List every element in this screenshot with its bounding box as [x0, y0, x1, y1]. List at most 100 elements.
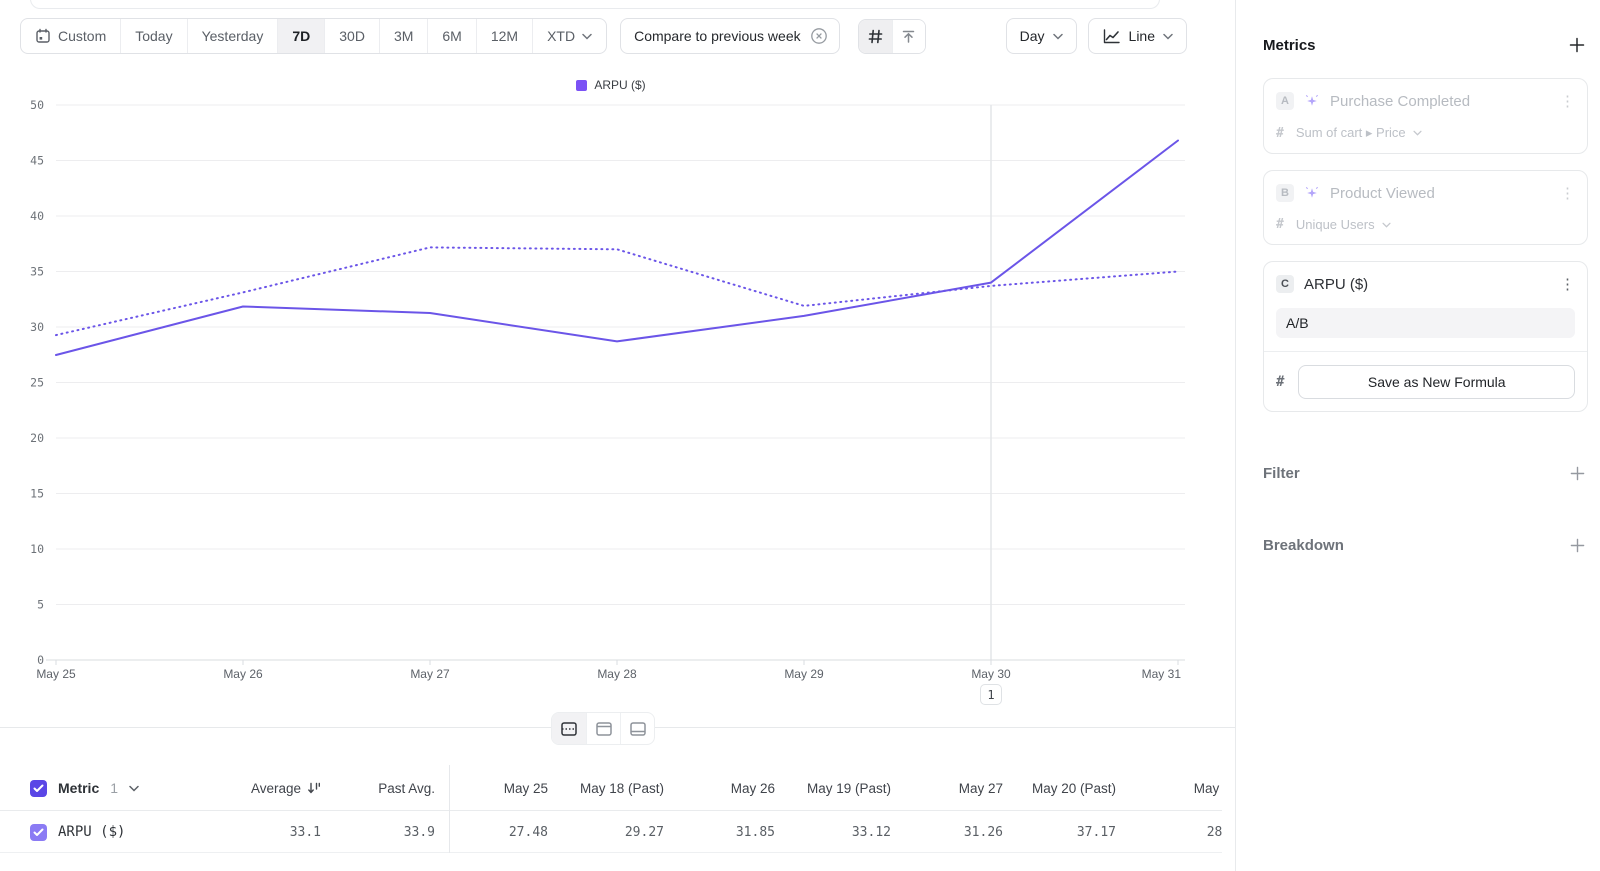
event-sparkle-icon — [1304, 93, 1320, 109]
column-header-7[interactable]: May 20 (Past) — [1031, 780, 1116, 796]
svg-text:5: 5 — [37, 598, 44, 612]
results-table: Metric 1 Average Past Avg. May 25 May 18 (P… — [0, 765, 1222, 853]
line-chart-icon — [1102, 28, 1121, 45]
compare-label: Compare to previous week — [634, 28, 801, 44]
layout-toggle-group — [551, 712, 655, 745]
column-header-6[interactable]: May 27 — [958, 780, 1003, 796]
calendar-icon — [35, 28, 51, 44]
compare-chip[interactable]: Compare to previous week — [620, 18, 840, 54]
legend-label: ARPU ($) — [594, 78, 646, 92]
chart-legend: ARPU ($) — [0, 78, 1222, 92]
column-header-1[interactable]: Past Avg. — [335, 765, 450, 811]
legend-item-arpu[interactable]: ARPU ($) — [576, 78, 646, 92]
card-divider — [1264, 351, 1587, 352]
measurement-value: Unique Users — [1295, 217, 1375, 232]
measurement-dropdown[interactable]: # Unique Users — [1276, 217, 1575, 232]
arrow-to-top-icon — [900, 28, 917, 45]
metric-menu-icon[interactable]: ⋮ — [1560, 92, 1575, 110]
metric-letter-badge: C — [1276, 275, 1294, 293]
number-icon: # — [1276, 374, 1285, 390]
value-cell: 29.27 — [624, 824, 664, 840]
range-button-30d[interactable]: 30D — [325, 19, 380, 53]
arpu-line-chart: 0 5 10 15 20 25 30 35 40 45 50 May 25 May 26 May 27 Ma… — [30, 98, 1185, 681]
svg-text:40: 40 — [30, 209, 44, 223]
table-header-row: Metric 1 Average Past Avg. May 25 May 18 (P… — [0, 765, 1222, 811]
svg-text:May 27: May 27 — [410, 667, 450, 681]
range-button-6m[interactable]: 6M — [428, 19, 477, 53]
value-display-toggle — [857, 18, 926, 54]
column-header-2[interactable]: May 25 — [503, 780, 548, 796]
svg-text:May 31: May 31 — [1142, 667, 1182, 681]
svg-text:20: 20 — [30, 431, 44, 445]
chevron-down-icon — [1413, 130, 1422, 136]
row-checkbox[interactable] — [30, 823, 47, 841]
metric-count: 1 — [110, 780, 119, 796]
chevron-down-icon — [582, 33, 592, 40]
svg-text:25: 25 — [30, 376, 44, 390]
metric-menu-icon[interactable]: ⋮ — [1560, 184, 1575, 202]
metrics-title: Metrics — [1263, 36, 1316, 54]
svg-text:May 25: May 25 — [36, 667, 76, 681]
range-button-xtd[interactable]: XTD — [533, 19, 606, 53]
range-button-3m[interactable]: 3M — [380, 19, 429, 53]
metric-letter-badge: B — [1276, 184, 1294, 202]
measurement-value: Sum of cart ▸ Price — [1295, 125, 1406, 140]
metrics-header: Metrics — [1263, 34, 1588, 56]
column-header-3[interactable]: May 18 (Past) — [579, 780, 664, 796]
svg-text:10: 10 — [30, 542, 44, 556]
chevron-down-icon — [1382, 222, 1391, 228]
svg-text:May 30: May 30 — [971, 667, 1011, 681]
annotation-badge[interactable]: 1 — [980, 684, 1002, 705]
breakdown-title: Breakdown — [1263, 536, 1344, 554]
svg-text:35: 35 — [30, 265, 44, 279]
metric-letter-badge: A — [1276, 92, 1294, 110]
metric-menu-icon[interactable]: ⋮ — [1560, 275, 1575, 293]
add-filter-button[interactable] — [1566, 462, 1588, 484]
measurement-dropdown[interactable]: # Sum of cart ▸ Price — [1276, 125, 1575, 141]
report-pane: Custom Today Yesterday 7D 30D 3M 6M 12M XTD Comp… — [0, 0, 1236, 871]
row-metric-name: ARPU ($) — [58, 824, 126, 840]
granularity-dropdown[interactable]: Day — [1005, 18, 1077, 54]
column-header-5[interactable]: May 19 (Past) — [806, 780, 891, 796]
pull-up-toggle[interactable] — [891, 19, 925, 53]
row-metric-cell: ARPU ($) — [0, 823, 230, 841]
hash-grid-icon — [867, 28, 884, 45]
chevron-down-icon — [1163, 33, 1173, 40]
value-cell: 31.85 — [735, 824, 775, 840]
filter-section: Filter — [1263, 462, 1588, 484]
metric-card-a: A Purchase Completed ⋮ # Sum of cart ▸ P… — [1263, 78, 1588, 154]
chart-type-dropdown[interactable]: Line — [1087, 18, 1187, 54]
date-range-group: Custom Today Yesterday 7D 30D 3M 6M 12M XTD — [20, 18, 608, 54]
svg-text:50: 50 — [30, 98, 44, 112]
svg-text:May 26: May 26 — [223, 667, 263, 681]
range-button-today[interactable]: Today — [121, 19, 188, 53]
value-cell: 37.17 — [1076, 824, 1116, 840]
grid-values-toggle[interactable] — [858, 19, 892, 53]
select-all-checkbox[interactable] — [30, 779, 47, 797]
column-header-8[interactable]: May 28 — [1193, 780, 1222, 796]
range-button-custom[interactable]: Custom — [21, 19, 122, 53]
filter-title: Filter — [1263, 464, 1300, 482]
value-cell: 27.48 — [508, 824, 548, 840]
chart-type-value: Line — [1128, 28, 1155, 44]
add-breakdown-button[interactable] — [1566, 534, 1588, 556]
chevron-down-icon — [129, 785, 139, 792]
layout-bottom-panel-button[interactable] — [620, 713, 654, 744]
metric-column-header[interactable]: Metric 1 — [0, 779, 230, 797]
range-button-yesterday[interactable]: Yesterday — [188, 19, 279, 53]
column-header-0[interactable]: Average — [230, 781, 335, 796]
column-header-4[interactable]: May 26 — [730, 780, 775, 796]
metric-name: ARPU ($) — [1304, 275, 1369, 293]
layout-split-horizontal-button[interactable] — [552, 713, 586, 744]
number-icon: # — [1276, 217, 1284, 232]
query-builder-sidebar: Metrics A Purchase Completed ⋮ — [1236, 0, 1600, 871]
svg-text:30: 30 — [30, 320, 44, 334]
range-button-12m[interactable]: 12M — [477, 19, 534, 53]
close-circle-icon[interactable] — [810, 27, 828, 45]
range-button-7d[interactable]: 7D — [278, 19, 326, 53]
formula-input[interactable]: A/B — [1276, 308, 1575, 338]
add-metric-button[interactable] — [1566, 34, 1588, 56]
chart-toolbar: Custom Today Yesterday 7D 30D 3M 6M 12M XTD Comp… — [20, 18, 1187, 54]
layout-top-panel-button[interactable] — [586, 713, 620, 744]
save-as-new-formula-button[interactable]: Save as New Formula — [1298, 365, 1575, 399]
